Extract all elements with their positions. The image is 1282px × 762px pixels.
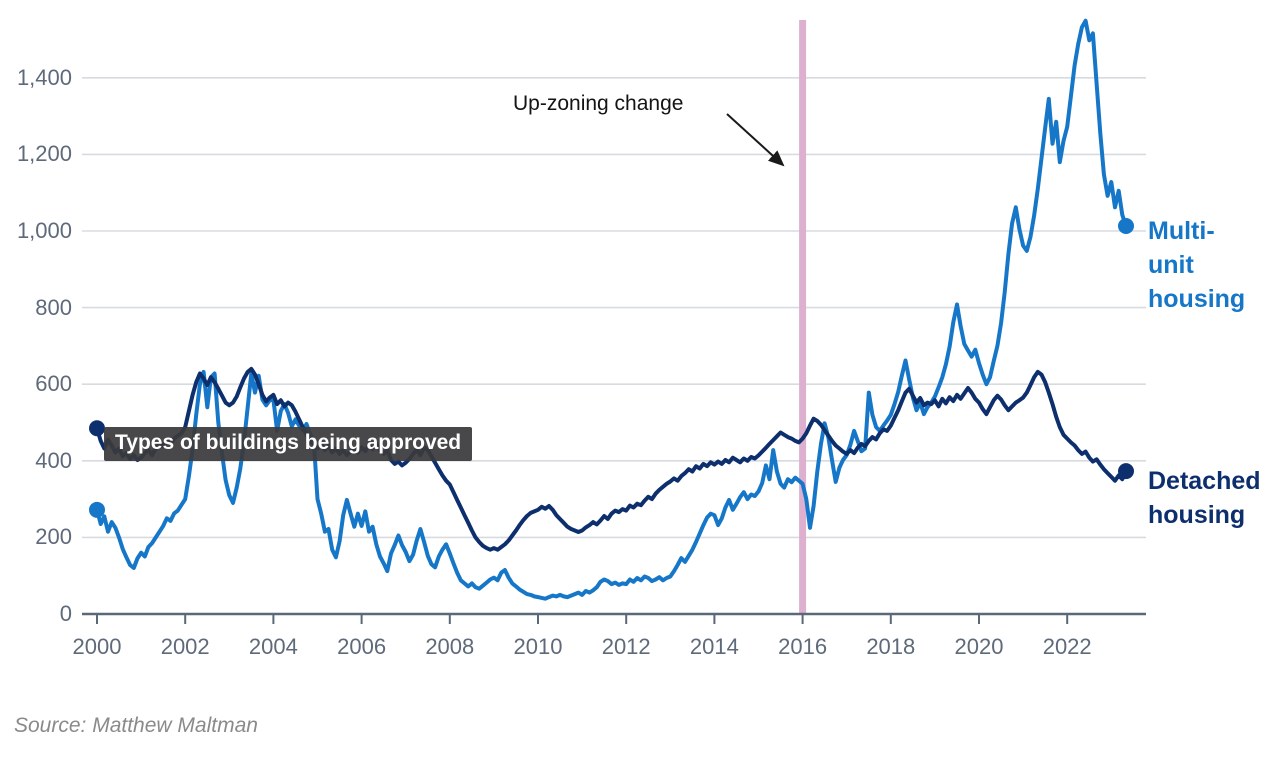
multi-unit-line <box>95 18 1128 601</box>
upzoning-change-line <box>799 20 807 614</box>
series-end-dot <box>1118 463 1134 480</box>
detached-line <box>95 366 1128 552</box>
series-start-dot <box>89 420 105 437</box>
series-start-dot <box>89 501 105 518</box>
annotation-arrow <box>726 113 785 167</box>
series-end-dot <box>1118 218 1134 235</box>
